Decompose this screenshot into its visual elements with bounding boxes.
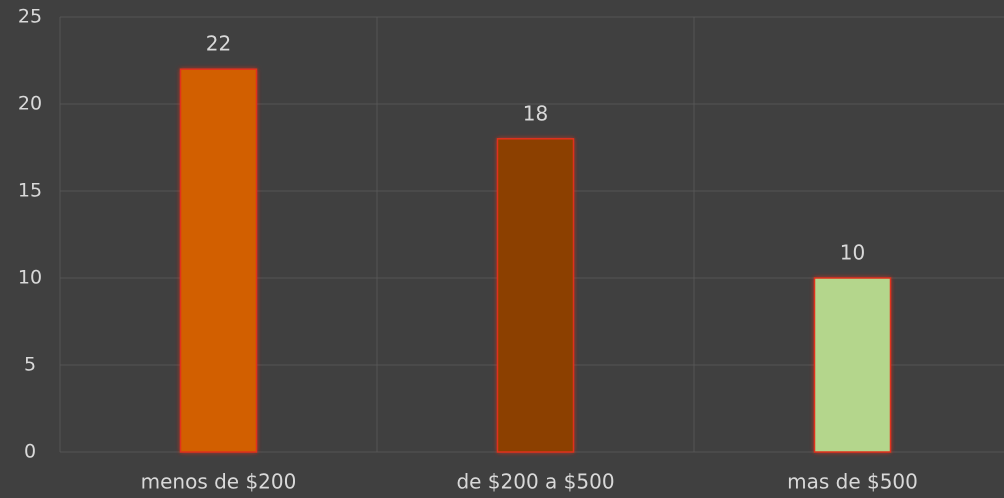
bar <box>179 68 258 453</box>
y-tick-label: 0 <box>24 441 36 463</box>
x-tick-label: de $200 a $500 <box>456 470 614 494</box>
x-tick-label: menos de $200 <box>141 470 297 494</box>
y-tick-label: 25 <box>18 6 42 28</box>
x-tick-label: mas de $500 <box>787 470 918 494</box>
bar <box>496 138 575 453</box>
data-label: 10 <box>840 241 865 265</box>
y-tick-label: 20 <box>18 93 42 115</box>
marks: 0 5 10 15 20 25 menos de $200 22 de $200 a $500 1… <box>18 6 918 494</box>
data-label: 18 <box>523 101 548 125</box>
data-label: 22 <box>206 32 231 56</box>
y-tick-label: 15 <box>18 180 42 202</box>
y-tick-label: 10 <box>18 267 42 289</box>
y-tick-label: 5 <box>24 354 36 376</box>
bar <box>813 277 892 453</box>
